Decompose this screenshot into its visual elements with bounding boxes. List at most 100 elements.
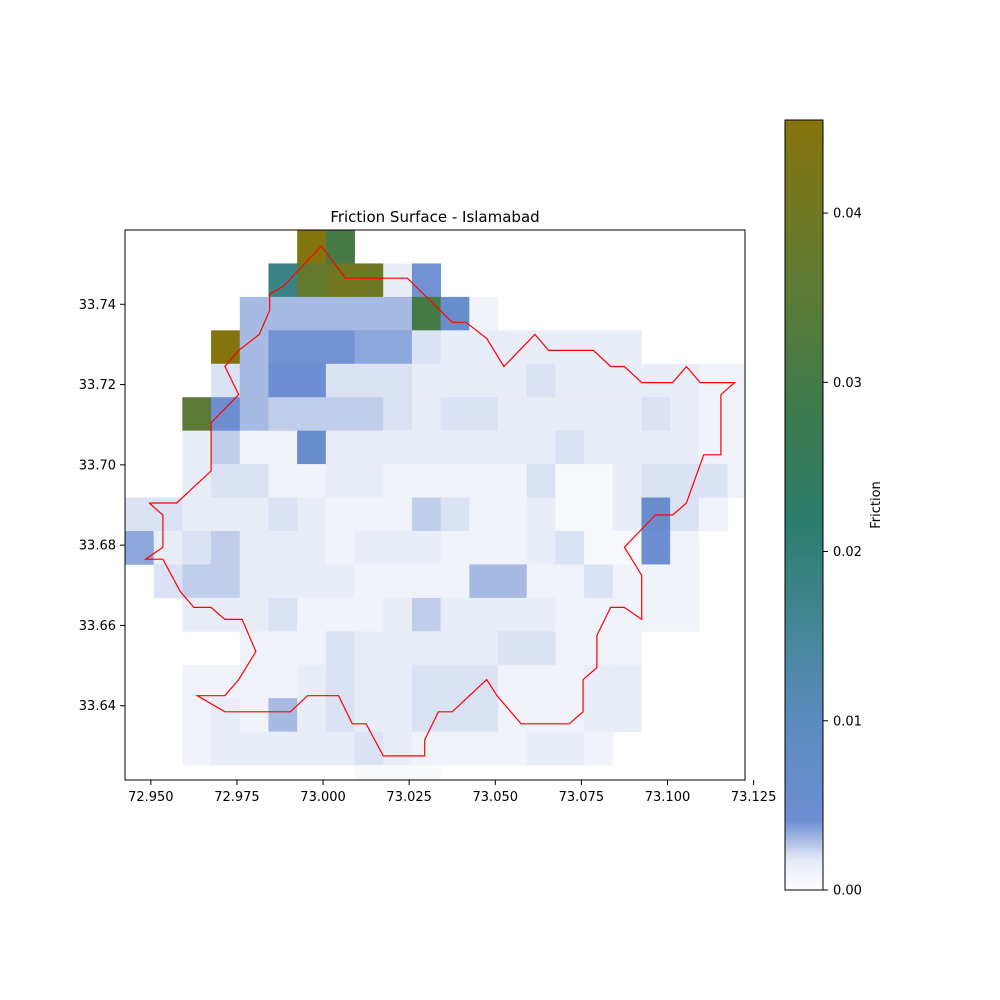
- heatmap-cell: [354, 698, 384, 733]
- heatmap-cell: [440, 397, 470, 432]
- heatmap-cell: [239, 564, 269, 599]
- y-tick-label: 33.72: [79, 378, 116, 393]
- heatmap-cell: [612, 698, 642, 733]
- heatmap-cell: [239, 731, 269, 766]
- heatmap-cell: [354, 631, 384, 666]
- heatmap-cell: [297, 530, 327, 565]
- heatmap-cell: [641, 530, 671, 565]
- heatmap-cell: [268, 698, 298, 733]
- heatmap-cell: [383, 430, 413, 465]
- heatmap-cell: [612, 530, 642, 565]
- heatmap-cell: [555, 731, 585, 766]
- y-tick-label: 33.64: [79, 699, 116, 714]
- heatmap-cell: [612, 597, 642, 632]
- heatmap-cell: [411, 397, 442, 432]
- heatmap-cell: [440, 631, 470, 666]
- heatmap-cell: [354, 430, 384, 465]
- colorbar-tick-label: 0.00: [833, 884, 862, 899]
- heatmap-cell: [182, 664, 212, 699]
- heatmap-cell: [411, 597, 442, 632]
- heatmap-cell: [239, 430, 269, 465]
- heatmap-cell: [469, 296, 499, 331]
- heatmap-cell: [268, 497, 298, 532]
- heatmap-cell: [182, 597, 212, 632]
- heatmap-cell: [268, 731, 298, 766]
- heatmap-cell: [526, 731, 556, 766]
- heatmap-cell: [268, 430, 298, 465]
- heatmap-cell: [211, 664, 241, 699]
- heatmap-cell: [584, 363, 614, 398]
- colorbar-tick-label: 0.02: [833, 545, 862, 560]
- heatmap-cell: [526, 330, 556, 365]
- heatmap-cell: [469, 397, 499, 432]
- boundary-layer: [143, 245, 737, 757]
- heatmap-cell: [297, 397, 327, 432]
- heatmap-cell: [268, 597, 298, 632]
- heatmap-cell: [268, 664, 298, 699]
- heatmap-cell: [440, 530, 470, 565]
- heatmap-cell: [383, 464, 413, 498]
- heatmap-cell: [526, 397, 556, 432]
- heatmap-cell: [612, 497, 642, 532]
- heatmap-cell: [354, 263, 384, 298]
- heatmap-cell: [239, 330, 269, 365]
- heatmap-cell: [383, 263, 413, 298]
- heatmap-cell: [354, 330, 384, 365]
- heatmap-cell: [297, 330, 327, 365]
- heatmap-cell: [182, 397, 212, 432]
- heatmap-cell: [498, 363, 528, 398]
- heatmap-cell: [555, 664, 585, 699]
- heatmap-cell: [498, 464, 528, 498]
- heatmap-cell: [440, 564, 470, 599]
- heatmap-cell: [555, 330, 585, 365]
- heatmap-cell: [584, 564, 614, 599]
- heatmap-cell: [325, 263, 355, 298]
- heatmap-cell: [268, 464, 298, 498]
- heatmap-cell: [584, 731, 614, 766]
- heatmap-cell: [383, 765, 413, 780]
- heatmap-cell: [727, 430, 745, 465]
- heatmap-cell: [411, 530, 442, 565]
- heatmap-cell: [239, 597, 269, 632]
- heatmap-cell: [411, 564, 442, 599]
- heatmap-cell: [555, 497, 585, 532]
- heatmap-cell: [526, 564, 556, 599]
- heatmap-cell: [584, 397, 614, 432]
- heatmap-cell: [526, 664, 556, 699]
- heatmap-cell: [440, 296, 470, 331]
- heatmap-cell: [297, 564, 327, 599]
- heatmap-cell: [411, 497, 442, 532]
- heatmap-cell: [411, 430, 442, 465]
- heatmap-cell: [239, 497, 269, 532]
- heatmap-cell: [325, 631, 355, 666]
- heatmap-cell: [498, 530, 528, 565]
- heatmap-cell: [584, 430, 614, 465]
- heatmap-cell: [498, 597, 528, 632]
- heatmap-cell: [297, 363, 327, 398]
- x-tick-label: 73.075: [559, 790, 605, 805]
- heatmap-cell: [297, 497, 327, 532]
- heatmap-cell: [239, 397, 269, 432]
- heatmap-cell: [325, 530, 355, 565]
- heatmap-cell: [383, 731, 413, 766]
- y-tick-label: 33.66: [79, 619, 116, 634]
- heatmap-cell: [354, 564, 384, 599]
- heatmap-cell: [239, 530, 269, 565]
- heatmap-cell: [698, 497, 728, 532]
- heatmap-cell: [211, 698, 241, 733]
- heatmap-cell: [383, 497, 413, 532]
- heatmap-cell: [182, 430, 212, 465]
- heatmap-cell: [211, 330, 241, 365]
- heatmap-cell: [297, 597, 327, 632]
- colorbar-gradient: [784, 119, 824, 891]
- heatmap-cell: [727, 363, 745, 398]
- heatmap-cell: [325, 296, 355, 331]
- heatmap-cell: [411, 464, 442, 498]
- heatmap-cell: [440, 363, 470, 398]
- heatmap-cell: [297, 664, 327, 699]
- heatmap-cell: [211, 597, 241, 632]
- x-tick-label: 73.100: [645, 790, 691, 805]
- y-axis: 33.64 33.66 33.68 33.70 33.72 33.74: [79, 298, 125, 714]
- heatmap-cell: [440, 698, 470, 733]
